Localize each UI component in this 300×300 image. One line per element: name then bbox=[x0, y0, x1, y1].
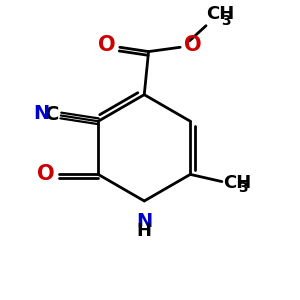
Text: CH: CH bbox=[206, 5, 234, 23]
Text: N: N bbox=[136, 212, 152, 231]
Text: N: N bbox=[34, 104, 50, 123]
Text: O: O bbox=[184, 35, 201, 55]
Text: 3: 3 bbox=[238, 181, 248, 195]
Text: CH: CH bbox=[223, 174, 252, 192]
Text: C: C bbox=[45, 105, 59, 124]
Text: O: O bbox=[37, 164, 54, 184]
Text: H: H bbox=[137, 222, 152, 240]
Text: 3: 3 bbox=[221, 14, 231, 28]
Text: O: O bbox=[98, 35, 116, 55]
